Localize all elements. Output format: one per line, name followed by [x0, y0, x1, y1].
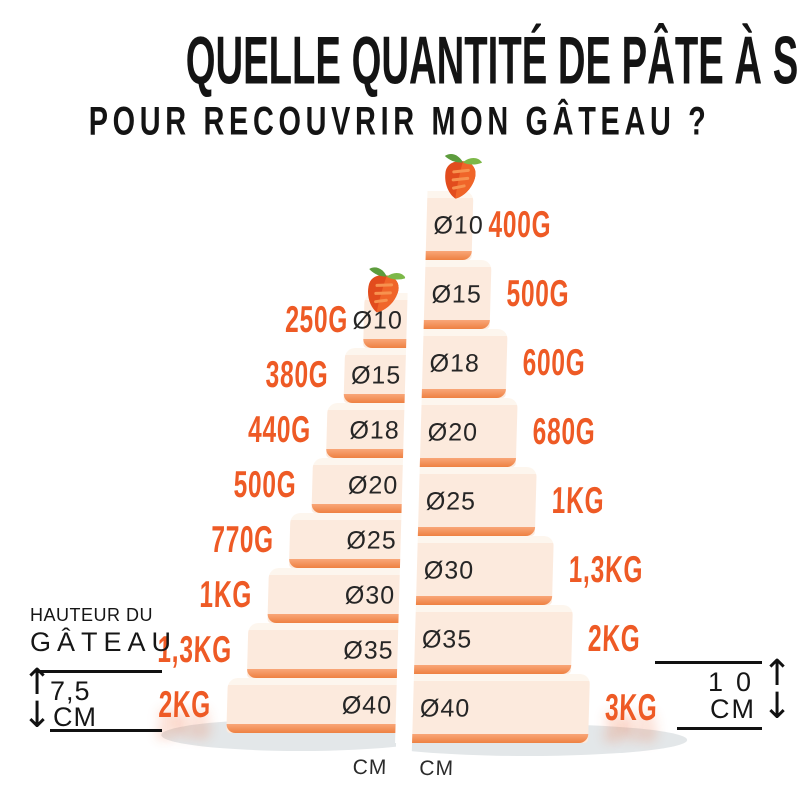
down-arrow-icon: ↓ [22, 695, 53, 736]
tier-band [343, 394, 406, 403]
fondant-weight-label: 250G [284, 299, 349, 341]
tier-row: Ø18 600G [421, 329, 800, 398]
height-caption-line1: HAUTEUR DU [30, 605, 154, 625]
up-arrow-icon: ↑ [762, 653, 793, 694]
tier-diameter-label: Ø18 [349, 416, 401, 444]
tier-diameter-label: Ø30 [423, 556, 475, 584]
cake-tier: Ø40 [226, 678, 398, 733]
cake-tier: Ø25 [417, 467, 537, 536]
fondant-weight-label: 500G [232, 464, 297, 506]
fondant-weight-label: 1KG [199, 574, 253, 616]
tier-diameter-label: Ø35 [421, 625, 473, 653]
tier-diameter-label: Ø25 [346, 526, 398, 554]
cake-tier: Ø20 [311, 458, 405, 513]
tier-band [423, 320, 490, 329]
fondant-weight-label: 1KG [551, 480, 605, 522]
tier-row: Ø25 1KG [417, 467, 800, 536]
cake-tier: Ø40 [412, 674, 590, 743]
fondant-weight-label: 400G [487, 204, 552, 246]
axis-unit-left: CM [352, 756, 388, 779]
measure-rule-top-right [655, 661, 762, 664]
strawberry-icon [360, 265, 406, 317]
tier-row: 440G Ø18 [44, 403, 406, 458]
fondant-weight-label: 680G [532, 411, 597, 453]
tier-diameter-label: Ø35 [342, 636, 395, 664]
tier-row: 380G Ø15 [46, 348, 408, 403]
tier-diameter-label: Ø40 [341, 691, 393, 719]
tier-band [288, 559, 402, 568]
height-caption-line2: GÂTEAU [30, 626, 178, 657]
title-line1: QUELLE QUANTITÉ DE PÂTE À SUCRE [185, 23, 800, 99]
tier-row: Ø15 500G [423, 260, 800, 329]
fondant-weight-label: 500G [506, 273, 570, 315]
tier-band [421, 389, 506, 398]
tier-diameter-label: Ø15 [350, 361, 402, 389]
tier-row: 250G Ø10 [47, 293, 409, 348]
cake-tier: Ø18 [421, 329, 508, 398]
tier-diameter-label: Ø25 [425, 487, 477, 515]
fondant-weight-label: 1,3KG [568, 549, 644, 591]
tier-band [413, 665, 572, 674]
tier-diameter-label: Ø15 [431, 280, 483, 308]
cake-tier: Ø35 [246, 623, 400, 678]
cake-right-10cm: Ø10 400G Ø15 500G Ø18 600G Ø20 680G Ø25 … [411, 154, 800, 780]
fondant-weight-label: 600G [522, 342, 587, 384]
measure-arrows-left: ↑ ↓ [22, 662, 53, 736]
cake-left-7-5cm: 250G Ø10 380G Ø15 440G Ø18 500G Ø20 770G… [36, 267, 409, 779]
tier-row: Ø10 400G [425, 191, 800, 260]
cake-tier: Ø15 [343, 348, 408, 403]
measure-arrows-right: ↑ ↓ [762, 653, 793, 727]
down-arrow-icon: ↓ [762, 686, 793, 727]
title-line2: POUR RECOUVRIR MON GÂTEAU ? [89, 99, 711, 144]
tier-diameter-label: Ø20 [427, 418, 479, 446]
tier-band [246, 669, 399, 678]
cake-tier: Ø30 [267, 568, 401, 623]
fondant-weight-label: 380G [264, 354, 329, 396]
tier-band [363, 339, 408, 348]
measure-rule-bottom-right [677, 727, 762, 730]
tier-row: Ø20 680G [419, 398, 800, 467]
up-arrow-icon: ↑ [22, 662, 53, 703]
tier-band [267, 614, 400, 623]
tier-band [311, 504, 403, 513]
measure-rule-top-left [38, 670, 162, 673]
tier-row: 500G Ø20 [42, 458, 405, 513]
tier-band [412, 734, 589, 743]
axis-unit-right: CM [419, 757, 455, 780]
tier-band [326, 449, 405, 458]
fondant-weight-label: 2KG [587, 618, 642, 660]
tier-row: Ø30 1,3KG [415, 536, 798, 605]
fondant-weight-label: 2KG [158, 684, 212, 726]
height-caption: HAUTEUR DU GÂTEAU [30, 605, 178, 657]
tier-band [425, 251, 472, 260]
height-unit-right: CM [710, 694, 756, 724]
tier-diameter-label: Ø30 [344, 581, 396, 609]
tier-row: 770G Ø25 [41, 513, 403, 568]
fondant-weight-label: 440G [247, 409, 312, 451]
cake-tier: Ø25 [288, 513, 403, 568]
tier-band [417, 527, 536, 536]
fondant-weight-label: 770G [210, 519, 275, 561]
tier-diameter-label: Ø20 [347, 471, 399, 499]
tier-band [226, 724, 397, 733]
tier-band [415, 596, 553, 605]
cake-tier: Ø18 [326, 403, 406, 458]
measure-rule-bottom-left [50, 729, 162, 732]
strawberry-icon [437, 151, 483, 203]
cake-tier: Ø35 [413, 605, 573, 674]
tier-band [419, 458, 517, 467]
cake-tier: Ø15 [423, 260, 492, 329]
height-value-left: 7,5 [50, 676, 91, 706]
height-value-right: 10 [707, 667, 764, 697]
cake-tier: Ø30 [415, 536, 554, 605]
tier-diameter-label: Ø40 [419, 694, 471, 722]
tier-diameter-label: Ø18 [429, 349, 481, 377]
page-title: QUELLE QUANTITÉ DE PÂTE À SUCRE POUR REC… [0, 22, 800, 144]
cake-tier: Ø20 [419, 398, 518, 467]
fondant-weight-label: 3KG [604, 687, 659, 729]
height-unit-left: CM [53, 702, 97, 732]
tier-diameter-label: Ø10 [433, 211, 485, 239]
